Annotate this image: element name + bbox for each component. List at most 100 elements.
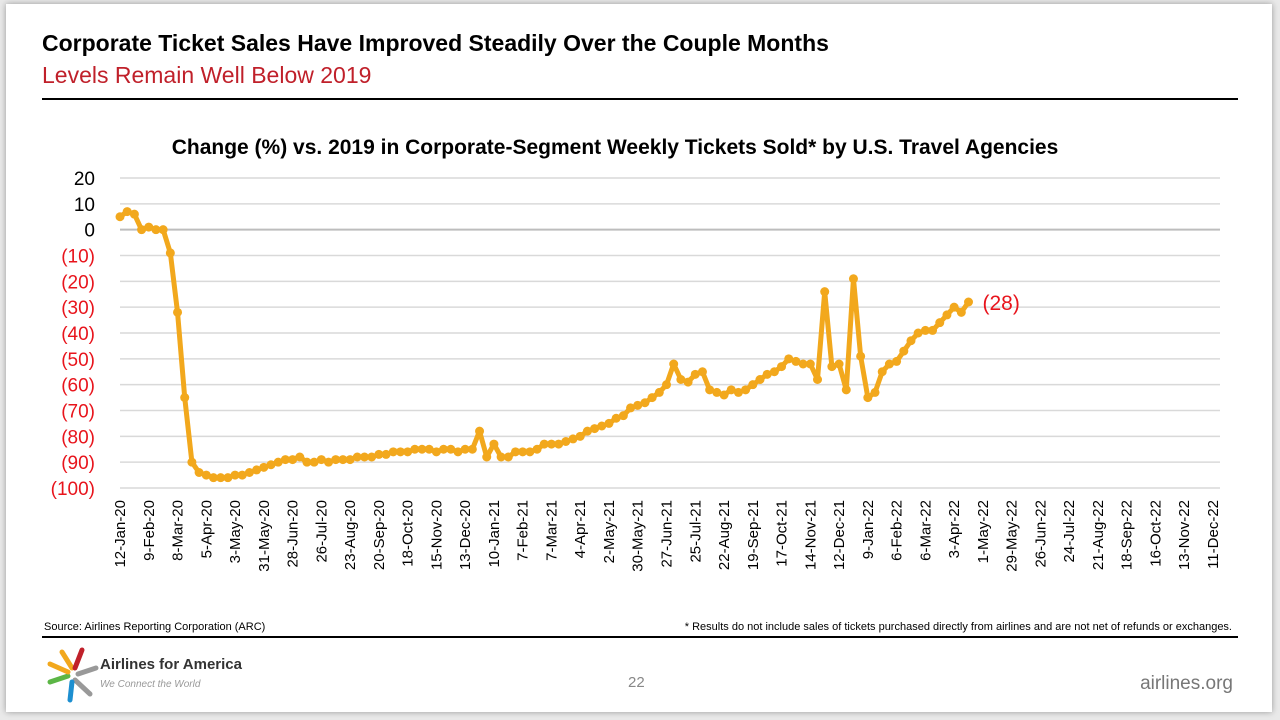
x-tick-label: 23-Aug-20 — [342, 500, 359, 570]
series-line — [118, 209, 971, 481]
x-tick-label: 12-Dec-21 — [831, 500, 848, 570]
data-point — [273, 457, 283, 467]
data-point — [662, 380, 671, 390]
data-point — [741, 385, 751, 395]
x-tick-label: 8-Mar-20 — [170, 500, 187, 561]
data-point — [115, 212, 125, 222]
data-point — [848, 274, 858, 284]
slide-title: Corporate Ticket Sales Have Improved Ste… — [42, 30, 829, 56]
data-point — [395, 447, 405, 457]
data-point — [417, 444, 427, 454]
data-point — [489, 439, 499, 449]
data-point — [431, 447, 441, 457]
data-point — [892, 356, 902, 366]
x-tick-label: 26-Jul-20 — [313, 500, 330, 563]
x-tick-label: 26-Jun-22 — [1032, 500, 1049, 568]
x-tick-label: 16-Oct-22 — [1147, 500, 1164, 567]
data-point — [446, 444, 456, 454]
data-point — [633, 400, 643, 410]
data-point — [870, 387, 880, 397]
x-tick-label: 6-Mar-22 — [917, 500, 934, 561]
data-point — [834, 359, 844, 369]
y-tick-label: 10 — [74, 195, 95, 216]
data-point — [798, 359, 808, 369]
data-point — [381, 449, 391, 459]
data-point — [316, 455, 326, 465]
y-tick-label: (100) — [51, 479, 95, 500]
chart-title: Change (%) vs. 2019 in Corporate-Segment… — [171, 136, 1059, 159]
x-tick-label: 24-Jul-22 — [1061, 500, 1078, 563]
slide — [6, 4, 1272, 712]
data-point — [237, 470, 247, 480]
x-tick-label: 7-Mar-21 — [543, 500, 560, 561]
x-tick-label: 9-Jan-22 — [860, 500, 877, 559]
data-point — [424, 444, 434, 454]
data-point — [230, 470, 240, 480]
data-point — [475, 426, 485, 436]
y-tick-label: (50) — [61, 350, 95, 371]
x-tick-label: 18-Oct-20 — [400, 500, 417, 567]
data-point — [561, 437, 571, 446]
data-point — [518, 447, 528, 457]
data-point — [769, 367, 779, 377]
y-tick-label: 0 — [84, 221, 95, 242]
data-point — [813, 375, 823, 384]
data-point — [748, 380, 758, 390]
data-point — [942, 310, 952, 320]
x-tick-label: 13-Nov-22 — [1176, 500, 1193, 570]
data-point — [173, 307, 183, 317]
x-tick-label: 1-May-22 — [975, 500, 992, 563]
data-point — [726, 385, 736, 395]
data-point — [403, 447, 413, 457]
data-point — [288, 455, 298, 465]
y-tick-label: (70) — [61, 402, 95, 423]
data-point — [604, 418, 614, 428]
x-tick-label: 9-Feb-20 — [141, 500, 158, 561]
footnote: * Results do not include sales of ticket… — [684, 621, 1232, 633]
data-point — [122, 207, 132, 217]
data-point — [568, 434, 578, 444]
data-point — [223, 473, 233, 483]
data-point — [345, 455, 355, 465]
data-point — [201, 470, 211, 480]
data-point — [626, 403, 636, 413]
data-point — [863, 393, 873, 403]
x-tick-label: 28-Jun-20 — [285, 500, 302, 568]
data-point — [259, 462, 269, 472]
y-tick-label: (40) — [61, 324, 95, 345]
data-point — [453, 447, 463, 457]
data-point — [928, 325, 938, 335]
data-point — [920, 325, 930, 335]
x-tick-label: 29-May-22 — [1004, 500, 1021, 572]
x-tick-label: 2-May-21 — [601, 500, 618, 563]
data-point — [762, 369, 772, 379]
data-point — [935, 318, 945, 328]
data-point — [244, 468, 254, 477]
x-tick-label: 5-Apr-20 — [198, 500, 215, 558]
data-point — [791, 356, 801, 366]
data-point — [913, 328, 923, 338]
logo-tagline: We Connect the World — [100, 679, 201, 690]
x-tick-label: 14-Nov-21 — [802, 500, 819, 570]
data-point — [884, 359, 894, 369]
logo-name: Airlines for America — [100, 656, 242, 673]
y-tick-label: 20 — [74, 169, 95, 190]
x-tick-label: 10-Jan-21 — [486, 500, 503, 568]
data-point — [956, 307, 966, 317]
x-tick-label: 3-May-20 — [227, 500, 244, 563]
x-tick-label: 22-Aug-21 — [716, 500, 733, 570]
data-point — [324, 457, 334, 467]
data-point — [733, 387, 743, 397]
data-point — [906, 336, 916, 346]
data-point — [137, 225, 147, 235]
data-point — [899, 346, 909, 356]
x-tick-label: 7-Feb-21 — [515, 500, 532, 561]
y-tick-label: (10) — [61, 247, 95, 268]
y-tick-label: (20) — [61, 272, 95, 293]
data-point — [582, 426, 592, 436]
data-point — [618, 411, 628, 421]
data-point — [374, 449, 384, 459]
data-point — [467, 444, 477, 454]
data-point — [877, 367, 887, 377]
